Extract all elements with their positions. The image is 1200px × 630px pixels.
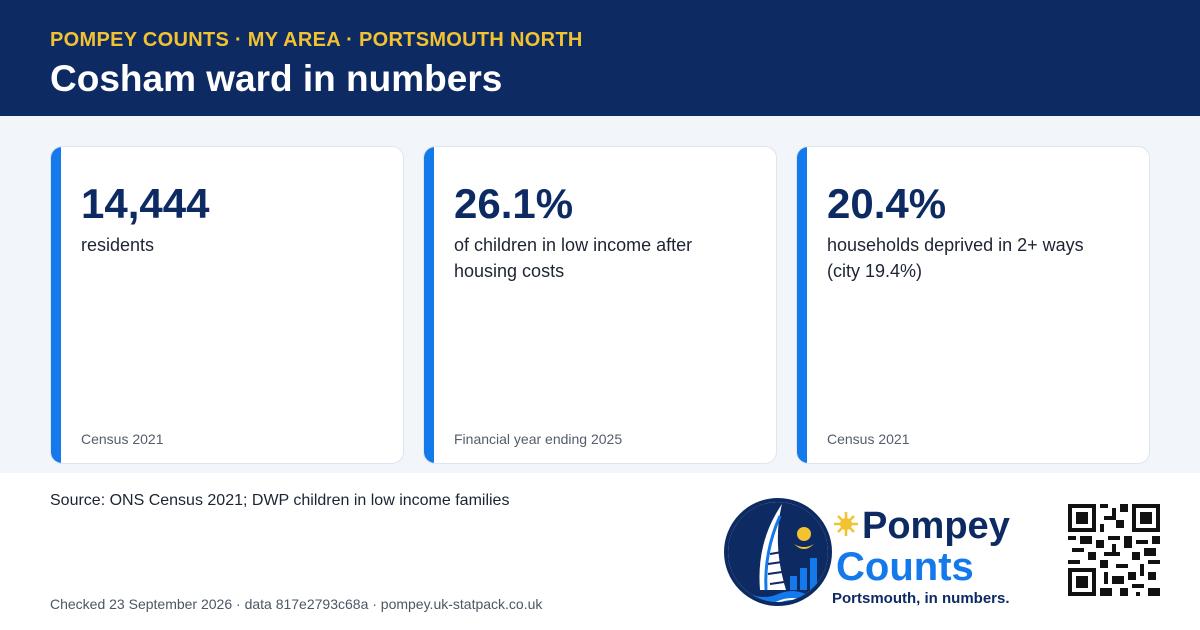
pompey-counts-logo: Pompey Counts Portsmouth, in numbers. <box>724 498 1010 607</box>
qr-code-icon <box>1068 504 1160 596</box>
page-header: POMPEY COUNTS · MY AREA · PORTSMOUTH NOR… <box>0 0 1200 116</box>
spinnaker-tower-logo-icon <box>724 498 832 606</box>
stat-label: households deprived in 2+ ways (city 19.… <box>827 235 1084 281</box>
card-accent-bar <box>424 147 434 463</box>
stat-card-child-poverty: 26.1% of children in low income after ho… <box>423 146 777 464</box>
stat-value: 14,444 <box>81 180 210 227</box>
stat-card-deprivation: 20.4% households deprived in 2+ ways (ci… <box>796 146 1150 464</box>
stat-source: Financial year ending 2025 <box>454 431 623 447</box>
card-accent-bar <box>797 147 807 463</box>
stat-source: Census 2021 <box>827 431 910 447</box>
breadcrumb: POMPEY COUNTS · MY AREA · PORTSMOUTH NOR… <box>50 29 583 51</box>
logo-wordmark-line2: Counts <box>836 545 974 589</box>
stat-card-residents: 14,444 residents Census 2021 <box>50 146 404 464</box>
source-note: Source: ONS Census 2021; DWP children in… <box>50 492 510 509</box>
logo-sun-icon <box>834 512 858 536</box>
logo-wordmark-line1: Pompey <box>862 505 1010 547</box>
page-title: Cosham ward in numbers <box>50 58 503 99</box>
stat-value: 26.1% <box>454 180 574 227</box>
stat-source: Census 2021 <box>81 431 164 447</box>
card-accent-bar <box>51 147 61 463</box>
stat-label: residents <box>81 235 155 255</box>
stat-label: of children in low income after housing … <box>454 235 693 281</box>
logo-tagline: Portsmouth, in numbers. <box>832 590 1010 607</box>
checked-footnote: Checked 23 September 2026 · data 817e279… <box>50 596 543 612</box>
stat-value: 20.4% <box>827 180 947 227</box>
